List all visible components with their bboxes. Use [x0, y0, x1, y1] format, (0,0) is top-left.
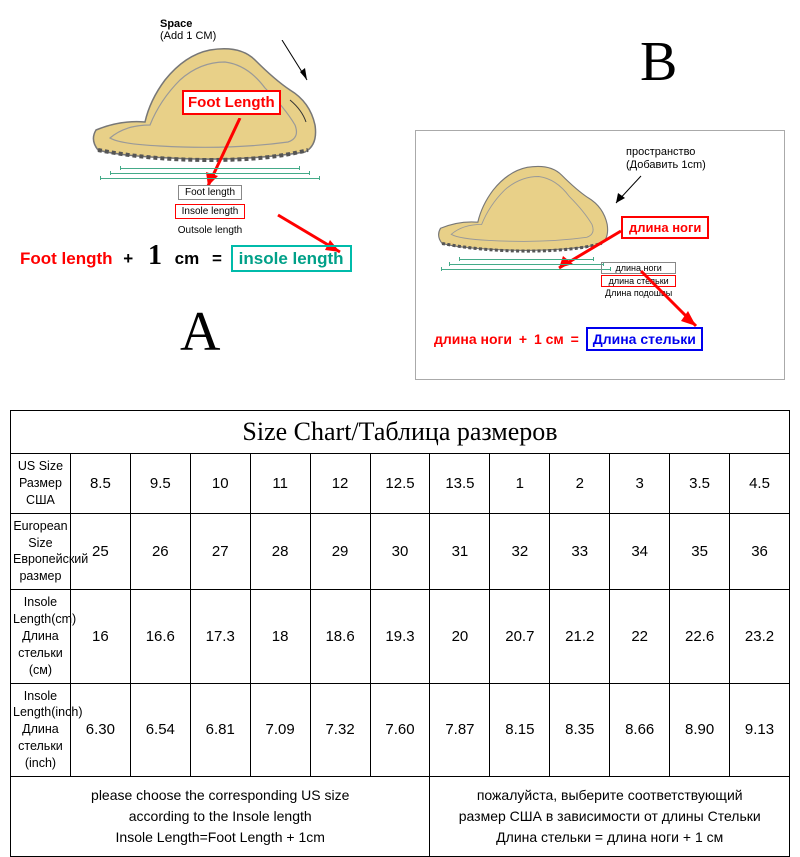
- row-header: US SizeРазмер США: [11, 454, 71, 514]
- formula-onecm-b: 1 см: [534, 331, 564, 347]
- size-chart-table: Size Chart/Таблица размеров US SizeРазме…: [10, 410, 790, 857]
- row-header: Insole Length(cm)Длина стельки (см): [11, 590, 71, 683]
- data-cell: 26: [130, 513, 190, 590]
- table-row: Insole Length(cm)Длина стельки (см)1616.…: [11, 590, 790, 683]
- data-cell: 11: [250, 454, 310, 514]
- note-row: please choose the corresponding US size …: [11, 776, 790, 856]
- foot-length-callout-a: Foot Length: [182, 90, 281, 115]
- formula-foot-a: Foot length: [20, 249, 113, 268]
- data-cell: 8.15: [490, 683, 550, 776]
- data-cell: 36: [730, 513, 790, 590]
- data-cell: 3.5: [670, 454, 730, 514]
- formula-a: Foot length + 1 cm = insole length: [20, 240, 420, 272]
- data-cell: 22.6: [670, 590, 730, 683]
- letter-b: B: [640, 30, 677, 94]
- title-row: Size Chart/Таблица размеров: [11, 411, 790, 454]
- space-sub-b: (Добавить 1cm): [626, 159, 706, 171]
- data-cell: 7.60: [370, 683, 430, 776]
- data-cell: 20: [430, 590, 490, 683]
- data-cell: 8.35: [550, 683, 610, 776]
- formula-insole-a: insole length: [231, 245, 352, 272]
- size-chart-container: Size Chart/Таблица размеров US SizeРазме…: [10, 410, 790, 857]
- formula-eq-a: =: [212, 249, 222, 268]
- data-cell: 3: [610, 454, 670, 514]
- data-cell: 18: [250, 590, 310, 683]
- data-cell: 10: [190, 454, 250, 514]
- data-cell: 30: [370, 513, 430, 590]
- data-cell: 32: [490, 513, 550, 590]
- data-cell: 18.6: [310, 590, 370, 683]
- data-cell: 16.6: [130, 590, 190, 683]
- formula-insole-b: Длина стельки: [586, 327, 703, 351]
- diagram-b: пространство (Добавить 1cm) длина ноги д…: [415, 130, 785, 380]
- note-en: please choose the corresponding US size …: [11, 776, 430, 856]
- space-arrow-b: [611, 171, 651, 211]
- data-cell: 34: [610, 513, 670, 590]
- formula-one-a: 1: [148, 240, 162, 271]
- letter-a: A: [180, 300, 220, 364]
- data-cell: 31: [430, 513, 490, 590]
- data-cell: 9.13: [730, 683, 790, 776]
- data-cell: 7.87: [430, 683, 490, 776]
- data-cell: 13.5: [430, 454, 490, 514]
- space-text-b: пространство: [626, 146, 695, 158]
- data-cell: 8.66: [610, 683, 670, 776]
- data-cell: 6.30: [70, 683, 130, 776]
- chart-title: Size Chart/Таблица размеров: [11, 411, 790, 454]
- formula-foot-b: длина ноги: [434, 331, 512, 347]
- data-cell: 28: [250, 513, 310, 590]
- data-cell: 7.32: [310, 683, 370, 776]
- diagrams-region: Space (Add 1 CM) Foot Length: [0, 0, 800, 400]
- data-cell: 16: [70, 590, 130, 683]
- data-cell: 6.54: [130, 683, 190, 776]
- data-cell: 1: [490, 454, 550, 514]
- data-cell: 33: [550, 513, 610, 590]
- table-row: Insole Length(inch)Длина стельки(inch)6.…: [11, 683, 790, 776]
- row-header: European SizeЕвропейский размер: [11, 513, 71, 590]
- table-row: US SizeРазмер США8.59.510111212.513.5123…: [11, 454, 790, 514]
- space-text: Space: [160, 18, 192, 30]
- arrow-insole-b: [631, 241, 721, 331]
- data-cell: 21.2: [550, 590, 610, 683]
- data-cell: 9.5: [130, 454, 190, 514]
- note-ru: пожалуйста, выберите соответствующий раз…: [430, 776, 790, 856]
- row-header: Insole Length(inch)Длина стельки(inch): [11, 683, 71, 776]
- data-cell: 29: [310, 513, 370, 590]
- space-label-b: пространство (Добавить 1cm): [626, 146, 706, 172]
- data-cell: 6.81: [190, 683, 250, 776]
- formula-eq-b: =: [571, 331, 579, 347]
- data-cell: 35: [670, 513, 730, 590]
- data-cell: 19.3: [370, 590, 430, 683]
- data-cell: 12: [310, 454, 370, 514]
- foot-length-callout-b: длина ноги: [621, 216, 709, 239]
- data-cell: 17.3: [190, 590, 250, 683]
- formula-plus-b: +: [519, 331, 527, 347]
- data-cell: 22: [610, 590, 670, 683]
- data-cell: 12.5: [370, 454, 430, 514]
- dim-outsole-label-a: Outsole length: [178, 225, 243, 236]
- dimension-lines-b: [441, 256, 611, 272]
- data-cell: 23.2: [730, 590, 790, 683]
- data-cell: 8.5: [70, 454, 130, 514]
- formula-b: длина ноги + 1 см = Длина стельки: [434, 331, 703, 347]
- data-cell: 2: [550, 454, 610, 514]
- data-cell: 8.90: [670, 683, 730, 776]
- data-cell: 4.5: [730, 454, 790, 514]
- diagram-a: Space (Add 1 CM) Foot Length: [20, 10, 400, 360]
- dim-insole-label-a: Insole length: [175, 204, 246, 219]
- formula-plus-a: +: [123, 249, 133, 268]
- data-cell: 20.7: [490, 590, 550, 683]
- data-cell: 7.09: [250, 683, 310, 776]
- dim-foot-label-a: Foot length: [178, 185, 242, 200]
- table-row: European SizeЕвропейский размер252627282…: [11, 513, 790, 590]
- data-cell: 27: [190, 513, 250, 590]
- formula-cm-a: cm: [175, 249, 200, 268]
